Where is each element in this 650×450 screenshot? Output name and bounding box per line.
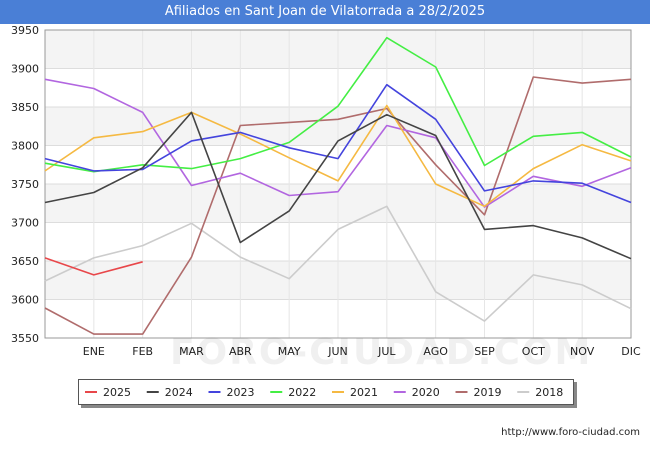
chart-title: Afiliados en Sant Joan de Vilatorrada a … xyxy=(0,0,650,24)
x-tick-label: AGO xyxy=(423,345,448,358)
y-tick-label: 3600 xyxy=(11,294,39,307)
x-tick-label: SEP xyxy=(474,345,495,358)
series-line-2025 xyxy=(44,257,143,276)
y-tick-label: 3750 xyxy=(11,178,39,191)
source-url[interactable]: http://www.foro-ciudad.com xyxy=(501,427,640,438)
x-tick-label: MAY xyxy=(278,345,301,358)
legend-label-2021: 2021 xyxy=(350,386,378,399)
x-tick-label: DIC xyxy=(621,345,641,358)
y-tick-label: 3900 xyxy=(11,63,39,76)
y-tick-label: 3850 xyxy=(11,101,39,114)
x-tick-label: ENE xyxy=(83,345,105,358)
plot-frame xyxy=(44,29,632,339)
legend-label-2025: 2025 xyxy=(103,386,131,399)
series-line-2022 xyxy=(44,36,632,173)
legend-label-2022: 2022 xyxy=(288,386,316,399)
legend-label-2019: 2019 xyxy=(474,386,502,399)
legend-label-2018: 2018 xyxy=(535,386,563,399)
legend: 2025 2024 2023 2022 2021 2020 2019 2018 xyxy=(78,379,574,405)
series-line-2021 xyxy=(44,104,632,208)
x-tick-label: NOV xyxy=(570,345,595,358)
series-line-2018 xyxy=(44,205,632,322)
watermark: FORO-CIUDAD.COM xyxy=(170,332,593,373)
legend-label-2020: 2020 xyxy=(412,386,440,399)
y-tick-label: 3700 xyxy=(11,217,39,230)
y-tick-label: 3650 xyxy=(11,255,39,268)
y-tick-label: 3950 xyxy=(11,24,39,37)
y-tick-label: 3550 xyxy=(11,332,39,345)
legend-label-2023: 2023 xyxy=(227,386,255,399)
series-line-2024 xyxy=(44,111,632,260)
x-tick-label: FEB xyxy=(132,345,153,358)
legend-items: 2025 2024 2023 2022 2021 2020 2019 2018 xyxy=(85,386,563,399)
x-tick-label: JUL xyxy=(377,345,396,358)
x-tick-label: JUN xyxy=(327,345,348,358)
x-tick-label: ABR xyxy=(229,345,252,358)
legend-label-2024: 2024 xyxy=(165,386,193,399)
y-tick-label: 3800 xyxy=(11,140,39,153)
x-tick-label: OCT xyxy=(522,345,545,358)
x-tick-label: MAR xyxy=(179,345,204,358)
series-line-2020 xyxy=(44,78,632,208)
series-line-2019 xyxy=(44,76,632,335)
series-line-2023 xyxy=(44,83,632,204)
